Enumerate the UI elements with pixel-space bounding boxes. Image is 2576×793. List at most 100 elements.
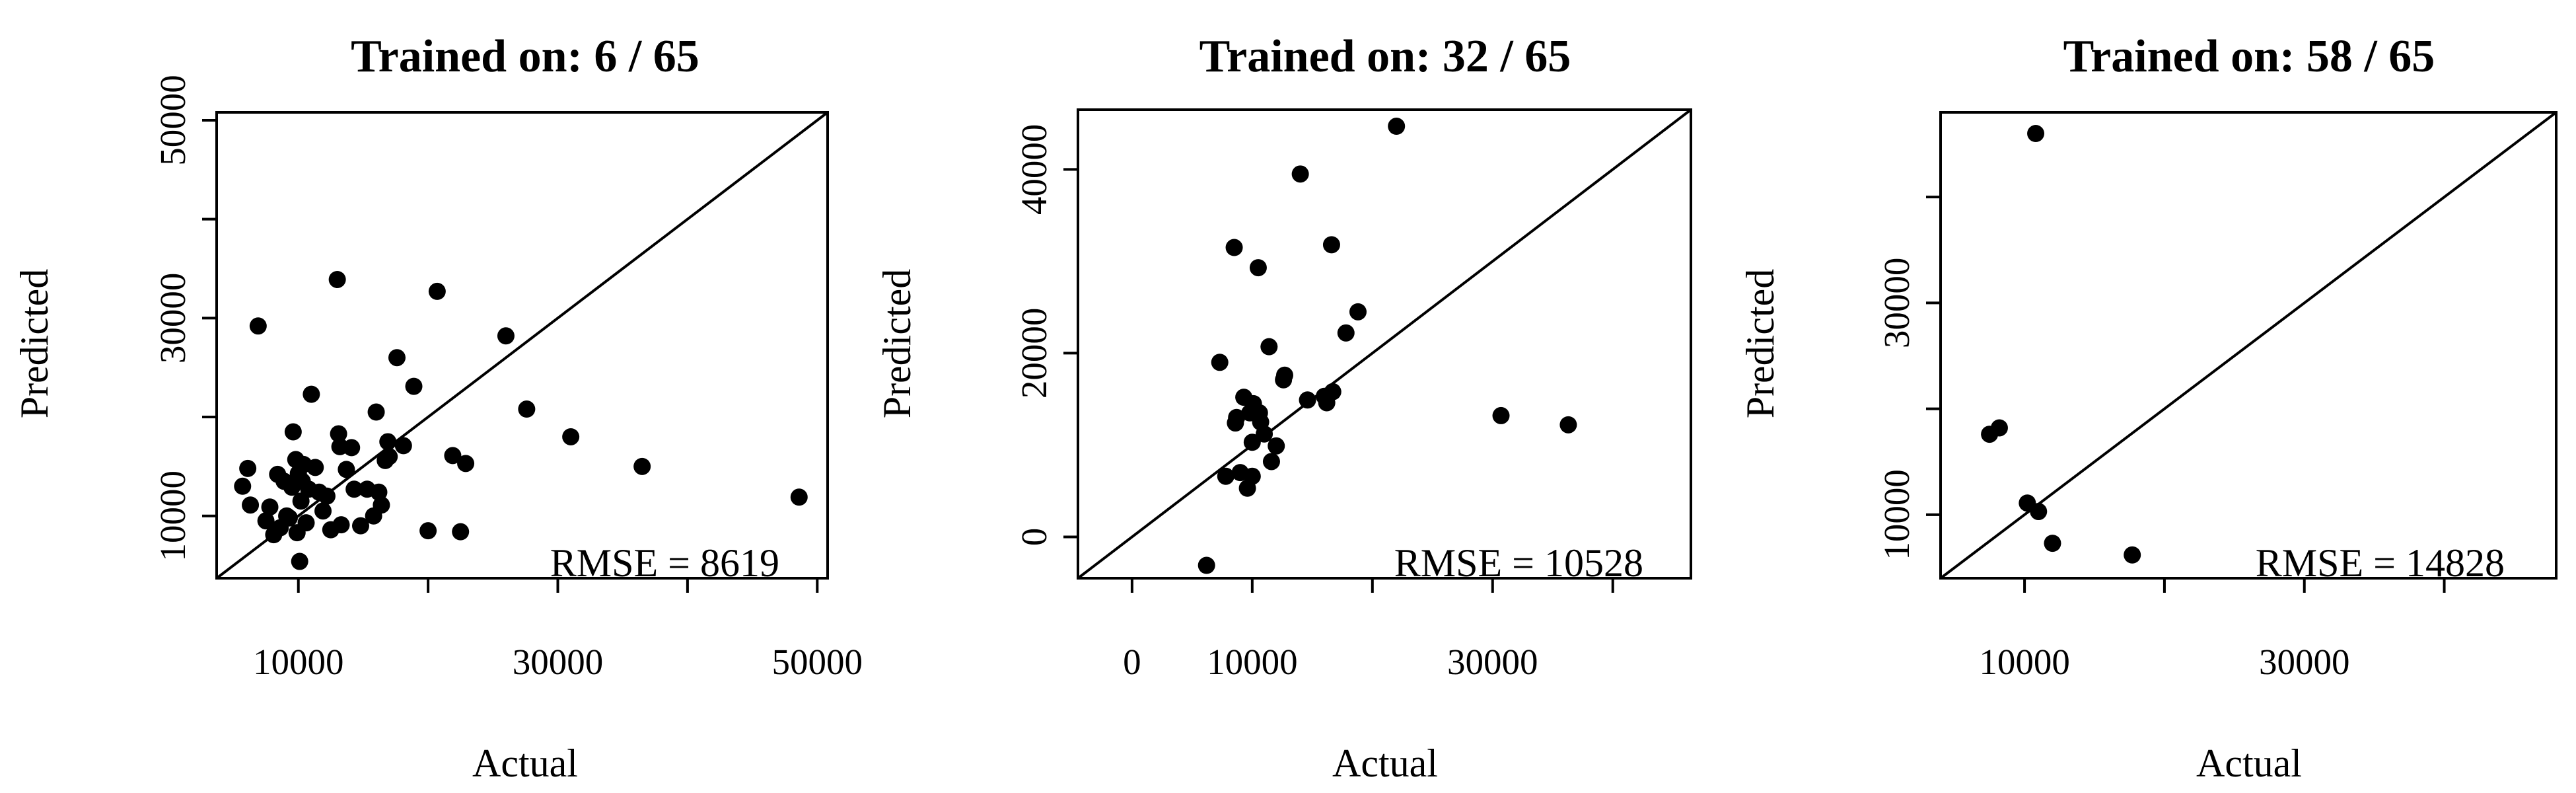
panel-2-identity-line [1077, 108, 1692, 580]
panel-1-data-point [457, 455, 475, 472]
panel-3-data-point [2027, 125, 2045, 143]
panel-2-data-point [1492, 406, 1510, 424]
panel-1-data-point [318, 487, 336, 505]
panel-2-y-tick-label: 0 [1014, 528, 1054, 547]
panel-1-data-point [345, 480, 363, 498]
panel-1-plot-area: 10000 30000 50000 10000 30000 50000 [153, 75, 863, 682]
panel-2-data-point [1322, 236, 1340, 254]
panel-1-data-point [242, 496, 260, 514]
panel-2-data-point [1337, 324, 1355, 342]
panel-1-data-point [280, 509, 298, 527]
panel-1-data-point [291, 552, 308, 570]
panel-2-data-point [1256, 425, 1273, 443]
panel-1-x-tick-label: 30000 [513, 642, 604, 682]
panel-2-data-point [1262, 453, 1280, 471]
panel-2: Trained on: 32 / 65 Actual Predicted RMS… [875, 31, 1692, 785]
panel-1-data-point [444, 447, 462, 465]
panel-2-y-tick-label: 20000 [1014, 308, 1054, 399]
panel-1-y-tick-label: 30000 [153, 273, 193, 364]
panel-1-data-point [303, 385, 320, 403]
panel-1-data-point [306, 459, 324, 476]
panel-2-title: Trained on: 32 / 65 [1199, 31, 1571, 82]
panel-1-data-point [497, 327, 515, 345]
panel-1-identity-line [215, 111, 829, 580]
panel-1-data-point [257, 512, 275, 530]
panel-2-x-axis-label: Actual [1332, 741, 1438, 785]
panel-2-y-axis-label: Predicted [875, 269, 919, 419]
panel-3-x-axis-label: Actual [2196, 741, 2302, 785]
panel-1-x-tick-label: 50000 [772, 642, 863, 682]
panel-1-data-point [330, 425, 347, 443]
panel-2-data-point [1225, 239, 1243, 256]
panel-3-y-axis-label: Predicted [1738, 269, 1782, 419]
panel-1-data-point [338, 461, 355, 478]
panel-2-data-point [1349, 303, 1367, 321]
panel-1-data-point [343, 439, 361, 457]
panel-3-title: Trained on: 58 / 65 [2063, 31, 2435, 82]
panel-1-data-point [379, 433, 397, 451]
panel-1-x-axis-label: Actual [472, 741, 578, 785]
panel-3-y-tick-label: 10000 [1877, 469, 1917, 560]
panel-1-data-point [562, 428, 580, 445]
panel-1-data-point [633, 457, 651, 475]
panel-2-data-point [1388, 118, 1406, 135]
panel-2-data-point [1275, 366, 1293, 384]
panel-2-x-tick-label: 10000 [1207, 642, 1298, 682]
panel-2-data-point [1249, 259, 1267, 277]
panel-1-data-point [261, 498, 279, 516]
panel-2-data-point [1228, 408, 1246, 426]
panel-2-data-point [1299, 391, 1316, 409]
panel-1-y-tick-label: 50000 [153, 75, 193, 166]
panel-1-data-point [790, 488, 808, 506]
panel-2-data-point [1198, 556, 1215, 574]
panel-3-data-point [2030, 503, 2048, 521]
panel-3-plot-area: 10000 30000 10000 30000 [1877, 111, 2558, 682]
panel-1-data-point [328, 270, 346, 288]
panel-1-data-point [419, 522, 437, 540]
panel-2-data-point [1260, 338, 1278, 356]
panel-2-x-tick-label: 30000 [1447, 642, 1538, 682]
panel-1-y-tick-label: 10000 [153, 471, 193, 562]
panel-1-data-point [452, 523, 470, 541]
panel-1-data-point [367, 403, 385, 421]
panel-1-data-point [373, 496, 390, 514]
panel-3-data-point [2124, 546, 2141, 564]
panel-3-data-point [2044, 535, 2061, 552]
panel-1-data-point [428, 282, 446, 300]
panel-2-plot-area: 0 10000 30000 0 20000 40000 [1014, 108, 1692, 682]
panel-1-data-point [351, 517, 369, 535]
panel-1-data-point [249, 317, 267, 335]
panel-1-data-point [370, 483, 388, 501]
panel-1-data-point [239, 459, 257, 477]
panel-3-x-tick-label: 30000 [2259, 642, 2350, 682]
panel-2-data-point [1243, 434, 1261, 451]
panel-2-data-point [1211, 354, 1229, 371]
panel-3-x-tick-label: 10000 [1979, 642, 2070, 682]
panel-2-data-point [1217, 467, 1234, 485]
panel-1-data-point [234, 477, 252, 495]
panel-1-data-point [405, 377, 423, 395]
panel-2-data-point [1559, 416, 1577, 434]
panel-1: Trained on: 6 / 65 Actual Predicted RMSE… [13, 31, 863, 785]
panel-2-data-point [1291, 165, 1309, 183]
panel-2-data-point [1243, 467, 1261, 485]
panel-1-x-tick-label: 10000 [253, 642, 344, 682]
panel-3-y-tick-label: 30000 [1877, 258, 1917, 348]
panel-1-title: Trained on: 6 / 65 [351, 31, 699, 82]
panel-1-data-point [314, 502, 332, 520]
panel-1-y-axis-label: Predicted [13, 269, 56, 419]
panel-2-data-point [1324, 383, 1342, 400]
panel-1-data-point [332, 516, 350, 534]
panel-1-data-point [394, 437, 412, 455]
panel-3-identity-line [1939, 111, 2558, 580]
panel-2-y-tick-label: 40000 [1014, 124, 1054, 215]
panel-3-data-point [1990, 419, 2008, 437]
panel-1-data-point [297, 514, 315, 532]
panel-3: Trained on: 58 / 65 Actual Predicted RMS… [1738, 31, 2558, 785]
panel-1-data-point [518, 400, 536, 418]
panel-2-x-tick-label: 0 [1123, 642, 1141, 682]
panel-1-data-point [388, 349, 406, 367]
panel-1-data-point [380, 447, 398, 465]
panel-1-data-point [284, 423, 302, 441]
